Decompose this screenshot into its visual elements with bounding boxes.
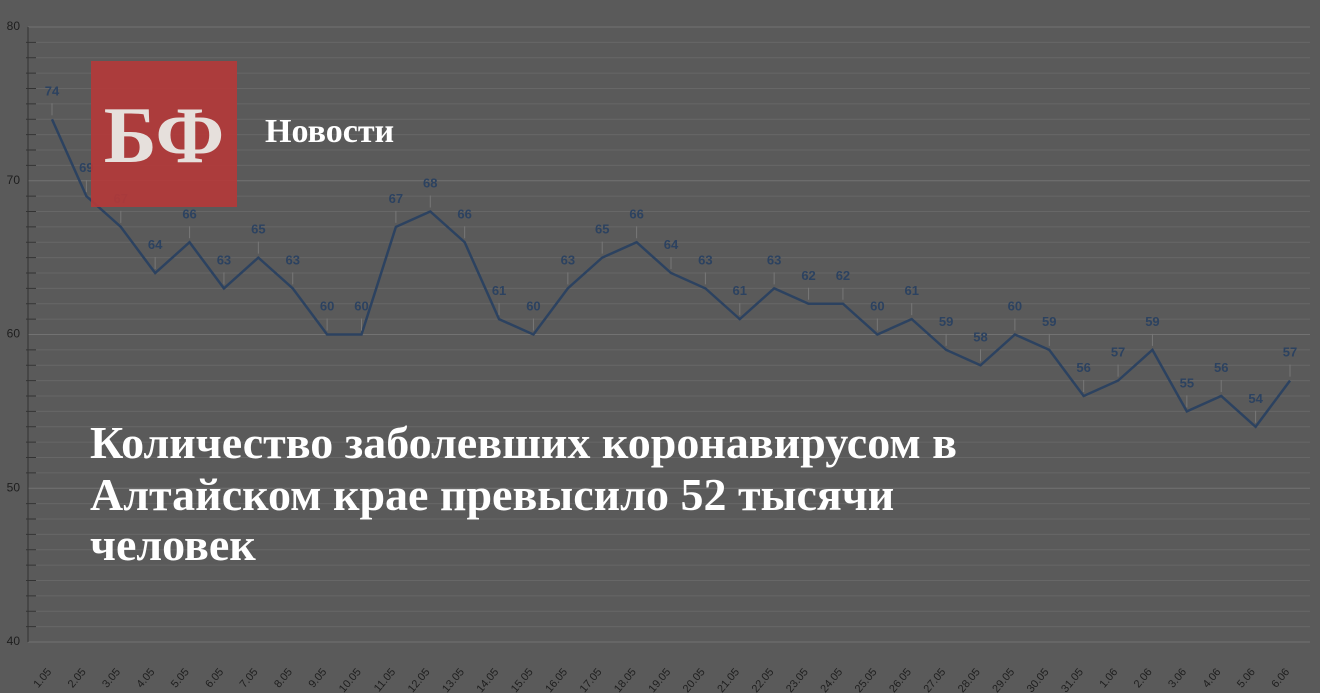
data-label: 64 xyxy=(664,237,679,252)
data-label: 61 xyxy=(492,283,506,298)
data-label: 61 xyxy=(904,283,918,298)
data-label: 57 xyxy=(1111,345,1125,360)
data-line xyxy=(50,118,1292,429)
data-label: 54 xyxy=(1248,391,1263,406)
data-label: 66 xyxy=(457,206,471,221)
data-label: 56 xyxy=(1214,360,1228,375)
headline-line: человек xyxy=(90,519,256,570)
data-label: 63 xyxy=(698,252,712,267)
data-label: 59 xyxy=(1145,314,1159,329)
data-label: 69 xyxy=(79,160,93,175)
data-label: 62 xyxy=(836,268,850,283)
data-label: 60 xyxy=(1008,299,1022,314)
logo-text: БФ xyxy=(104,92,224,180)
data-label: 63 xyxy=(217,252,231,267)
data-label: 66 xyxy=(182,206,196,221)
data-label: 57 xyxy=(1283,345,1297,360)
headline-line: Количество заболевших коронавирусом в xyxy=(90,417,957,468)
data-label: 60 xyxy=(870,299,884,314)
headline-line: Алтайском крае превысило 52 тысячи xyxy=(90,469,894,520)
y-tick-label: 60 xyxy=(7,327,21,341)
data-label: 63 xyxy=(285,252,299,267)
data-label: 62 xyxy=(801,268,815,283)
data-label: 74 xyxy=(45,83,60,98)
y-tick-label: 80 xyxy=(7,19,21,33)
data-label: 60 xyxy=(526,299,540,314)
data-label: 64 xyxy=(148,237,163,252)
y-tick-label: 70 xyxy=(7,173,21,187)
data-label: 67 xyxy=(389,191,403,206)
data-label: 60 xyxy=(320,299,334,314)
data-label: 65 xyxy=(595,222,609,237)
section-name: Новости xyxy=(265,113,394,150)
data-label: 56 xyxy=(1076,360,1090,375)
data-label: 59 xyxy=(1042,314,1056,329)
data-label: 65 xyxy=(251,222,265,237)
data-label: 63 xyxy=(561,252,575,267)
y-tick-label: 50 xyxy=(7,480,21,494)
data-label: 68 xyxy=(423,176,437,191)
data-label: 61 xyxy=(733,283,747,298)
data-label: 58 xyxy=(973,329,987,344)
logo-box xyxy=(91,61,237,207)
data-label: 63 xyxy=(767,252,781,267)
data-label: 66 xyxy=(629,206,643,221)
data-label: 60 xyxy=(354,299,368,314)
data-label: 55 xyxy=(1180,375,1194,390)
y-tick-label: 40 xyxy=(7,634,21,648)
data-label: 59 xyxy=(939,314,953,329)
